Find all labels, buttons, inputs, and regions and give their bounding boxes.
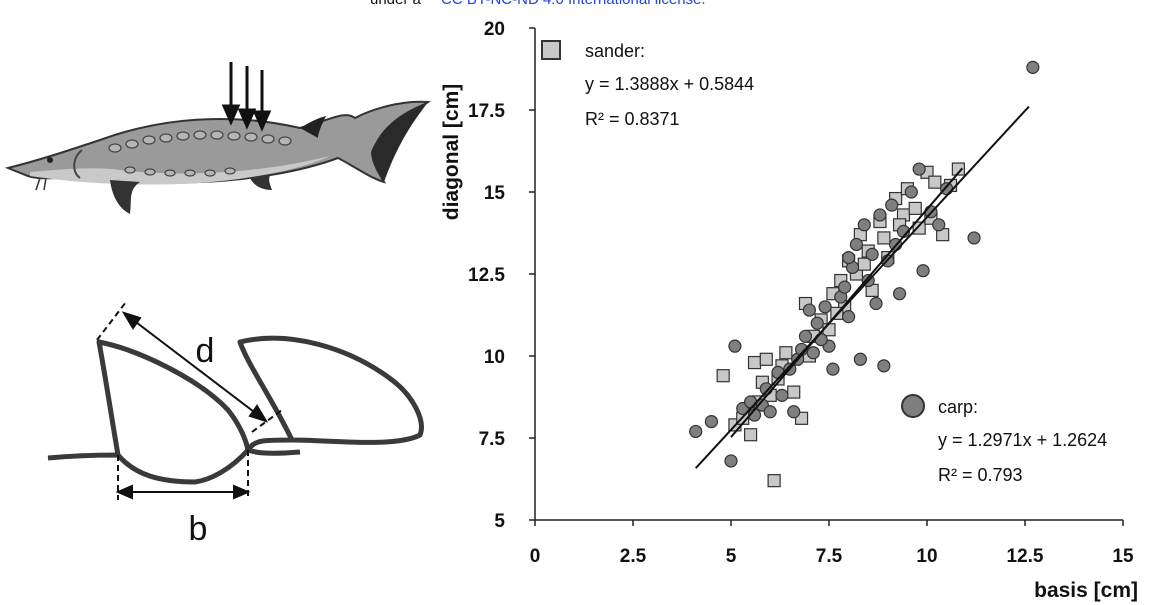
y-tick-label: 20 — [484, 19, 505, 40]
data-point — [779, 346, 793, 360]
data-point — [849, 237, 864, 252]
basis-label: b — [189, 510, 208, 548]
x-tick-label: 15 — [1112, 546, 1134, 567]
y-tick-label: 17.5 — [468, 101, 505, 122]
y-tick-label: 15 — [484, 183, 506, 204]
data-point — [787, 405, 801, 419]
data-point — [892, 287, 907, 301]
data-point — [787, 385, 801, 399]
x-tick-label: 2.5 — [620, 546, 647, 567]
equation: y = 1.3888x + 0.5844 — [585, 74, 754, 94]
data-point — [798, 329, 813, 343]
data-point — [1026, 60, 1040, 74]
data-point — [767, 474, 781, 488]
data-point — [728, 339, 742, 353]
data-point — [932, 218, 946, 232]
data-point — [806, 346, 820, 360]
trend-line — [694, 105, 1030, 469]
data-point — [865, 247, 879, 261]
data-point — [689, 424, 703, 439]
data-point — [904, 185, 918, 199]
data-point — [763, 405, 777, 419]
data-point — [818, 300, 832, 314]
fish-illustration — [4, 62, 431, 214]
data-point — [873, 208, 887, 222]
equation: y = 1.2971x + 1.2624 — [938, 430, 1107, 450]
y-tick-label: 10 — [484, 347, 505, 368]
license-link[interactable]: CC BY-NC-ND 4.0 International license. — [441, 0, 706, 8]
data-point — [928, 175, 942, 189]
data-point — [724, 454, 738, 468]
legend-marker — [541, 40, 561, 60]
data-point — [967, 231, 981, 245]
x-tick-label: 12.5 — [1007, 546, 1044, 567]
data-point — [853, 352, 867, 366]
x-tick-label: 7.5 — [816, 546, 843, 567]
data-point — [826, 362, 840, 376]
license-prefix: under a — [370, 0, 422, 8]
data-point — [747, 355, 762, 370]
x-tick-label: 10 — [916, 546, 937, 567]
x-tick-label: 5 — [726, 546, 737, 567]
y-tick-label: 7.5 — [479, 429, 506, 450]
data-point — [857, 218, 871, 232]
data-point — [857, 257, 871, 271]
legend-label: sander: — [585, 41, 645, 61]
data-point — [822, 323, 836, 337]
scute-measures — [96, 301, 283, 500]
data-point — [912, 221, 926, 235]
data-point — [912, 162, 926, 176]
data-point — [716, 369, 730, 383]
diagonal-label: d — [196, 332, 215, 370]
data-point — [951, 162, 965, 176]
data-point — [841, 310, 856, 324]
y-tick-label: 12.5 — [468, 265, 505, 286]
y-tick-label: 5 — [494, 511, 505, 532]
data-point — [908, 201, 922, 215]
r-squared: R² = 0.793 — [938, 465, 1023, 485]
data-point — [775, 388, 789, 402]
data-point — [877, 359, 891, 373]
x-axis-title: basis [cm] — [1034, 579, 1138, 602]
data-point — [743, 395, 758, 409]
data-point — [810, 316, 824, 330]
data-point — [743, 428, 758, 442]
data-point — [877, 231, 891, 245]
r-squared: R² = 0.8371 — [585, 109, 680, 129]
data-point — [838, 280, 852, 294]
legend-marker — [901, 394, 925, 418]
data-point — [916, 264, 930, 278]
data-point — [841, 251, 856, 265]
data-point — [802, 303, 817, 317]
data-point — [869, 296, 883, 311]
trend-line — [730, 167, 964, 438]
y-axis-title: diagonal [cm] — [440, 84, 463, 221]
data-point — [704, 415, 719, 429]
data-point — [759, 352, 773, 366]
data-point — [885, 198, 899, 212]
scute-diagram — [47, 335, 424, 485]
legend-label: carp: — [938, 397, 978, 417]
x-tick-label: 0 — [530, 546, 541, 567]
